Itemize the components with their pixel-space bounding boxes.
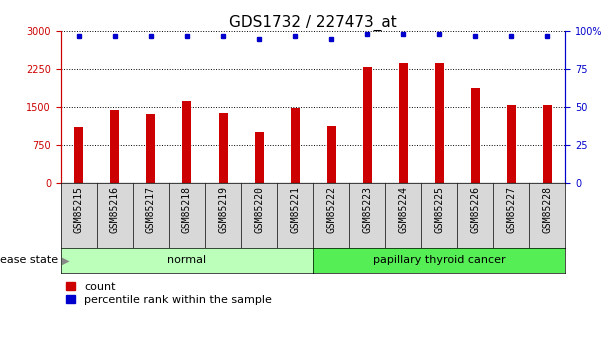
Bar <box>218 112 227 183</box>
Text: GSM85225: GSM85225 <box>434 186 444 233</box>
Bar <box>182 101 192 183</box>
Legend: count, percentile rank within the sample: count, percentile rank within the sample <box>66 282 272 305</box>
Text: disease state: disease state <box>0 256 58 265</box>
Bar <box>435 63 444 183</box>
Text: GSM85217: GSM85217 <box>146 186 156 233</box>
Text: GSM85223: GSM85223 <box>362 186 372 233</box>
Text: GSM85222: GSM85222 <box>326 186 336 233</box>
Bar <box>326 126 336 183</box>
Title: GDS1732 / 227473_at: GDS1732 / 227473_at <box>229 15 397 31</box>
Text: ▶: ▶ <box>62 256 69 265</box>
Text: GSM85218: GSM85218 <box>182 186 192 233</box>
Text: GSM85228: GSM85228 <box>542 186 553 233</box>
Text: GSM85219: GSM85219 <box>218 186 228 233</box>
Bar <box>147 114 156 183</box>
Bar <box>507 105 516 183</box>
Text: GSM85224: GSM85224 <box>398 186 408 233</box>
Text: GSM85227: GSM85227 <box>506 186 516 233</box>
Text: normal: normal <box>167 256 207 265</box>
Text: GSM85216: GSM85216 <box>110 186 120 233</box>
Text: GSM85221: GSM85221 <box>290 186 300 233</box>
Text: GSM85220: GSM85220 <box>254 186 264 233</box>
Bar <box>255 132 263 183</box>
Text: GSM85215: GSM85215 <box>74 186 84 233</box>
Bar <box>111 110 119 183</box>
Bar <box>363 68 371 183</box>
Bar <box>291 108 300 183</box>
Text: GSM85226: GSM85226 <box>471 186 480 233</box>
Bar <box>399 63 408 183</box>
Text: papillary thyroid cancer: papillary thyroid cancer <box>373 256 506 265</box>
Bar <box>471 88 480 183</box>
Bar <box>543 105 552 183</box>
Bar <box>74 127 83 183</box>
